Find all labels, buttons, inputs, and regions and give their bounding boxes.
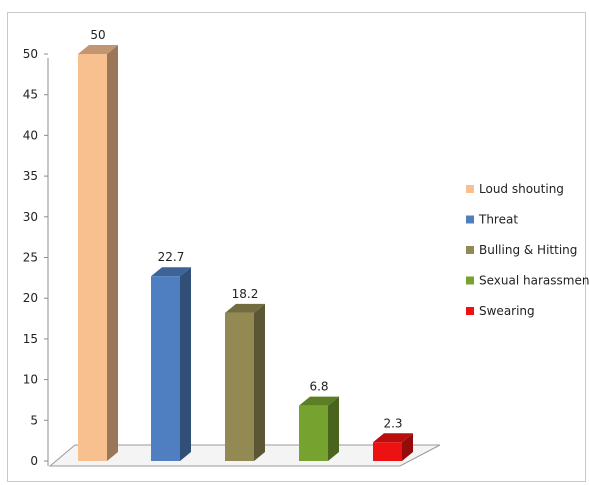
- legend-swatch: [466, 185, 474, 193]
- y-tick-label: 25: [23, 251, 38, 265]
- data-label: 50: [90, 28, 105, 42]
- data-label: 18.2: [232, 287, 259, 301]
- legend-item: Bulling & Hitting: [466, 243, 577, 257]
- bar-top-face: [373, 433, 413, 443]
- bar-side-face: [254, 303, 265, 461]
- bar-top-face: [151, 267, 191, 277]
- legend-swatch: [466, 307, 474, 315]
- legend-swatch: [466, 215, 474, 224]
- bar-2: 22.7: [151, 250, 191, 461]
- y-axis: 0 5 10 15 20 25 30 35 40 45 50: [23, 47, 49, 468]
- bar-front-face: [78, 54, 107, 461]
- bar-top-face: [299, 396, 339, 406]
- y-tick-label: 45: [23, 88, 38, 102]
- bar-1: 50: [78, 28, 118, 461]
- bar-side-face: [180, 267, 191, 461]
- data-label: 2.3: [383, 416, 402, 430]
- data-label: 6.8: [309, 380, 328, 394]
- legend-swatch: [466, 276, 474, 285]
- bars-group: 50 22.7 18.2 6.8 2.3: [78, 28, 413, 461]
- bar-front-face: [225, 312, 254, 461]
- legend-label: Swearing: [479, 304, 535, 318]
- legend-item: Loud shouting: [466, 182, 564, 196]
- legend-swatch: [466, 246, 474, 254]
- bar-5: 2.3: [373, 416, 413, 461]
- y-tick-label: 30: [23, 210, 38, 224]
- bar-front-face: [373, 442, 402, 461]
- legend-label: Threat: [478, 213, 518, 227]
- legend-label: Bulling & Hitting: [479, 243, 577, 257]
- legend-item: Swearing: [466, 304, 535, 318]
- y-tick-label: 10: [23, 373, 38, 387]
- legend-label: Loud shouting: [479, 182, 564, 196]
- bar-4: 6.8: [299, 380, 339, 461]
- data-label: 22.7: [158, 250, 185, 264]
- y-tick-label: 50: [23, 47, 38, 61]
- bar-side-face: [402, 433, 413, 461]
- y-tick-label: 0: [30, 454, 38, 468]
- bar-side-face: [328, 396, 339, 461]
- y-tick-label: 35: [23, 169, 38, 183]
- bar-front-face: [151, 276, 180, 461]
- legend: Loud shouting Threat Bulling & Hitting Sexu…: [466, 182, 589, 318]
- legend-label: Sexual harassment: [479, 274, 589, 288]
- bar-3: 18.2: [225, 287, 265, 461]
- bar-top-face: [78, 45, 118, 54]
- y-tick-label: 5: [30, 413, 38, 427]
- y-tick-label: 20: [23, 291, 38, 305]
- legend-item: Threat: [466, 213, 518, 227]
- bar-top-face: [225, 303, 265, 313]
- y-tick-label: 15: [23, 332, 38, 346]
- bar-front-face: [299, 405, 328, 461]
- y-tick-label: 40: [23, 128, 38, 142]
- legend-item: Sexual harassment: [466, 274, 589, 288]
- bar-side-face: [107, 45, 118, 461]
